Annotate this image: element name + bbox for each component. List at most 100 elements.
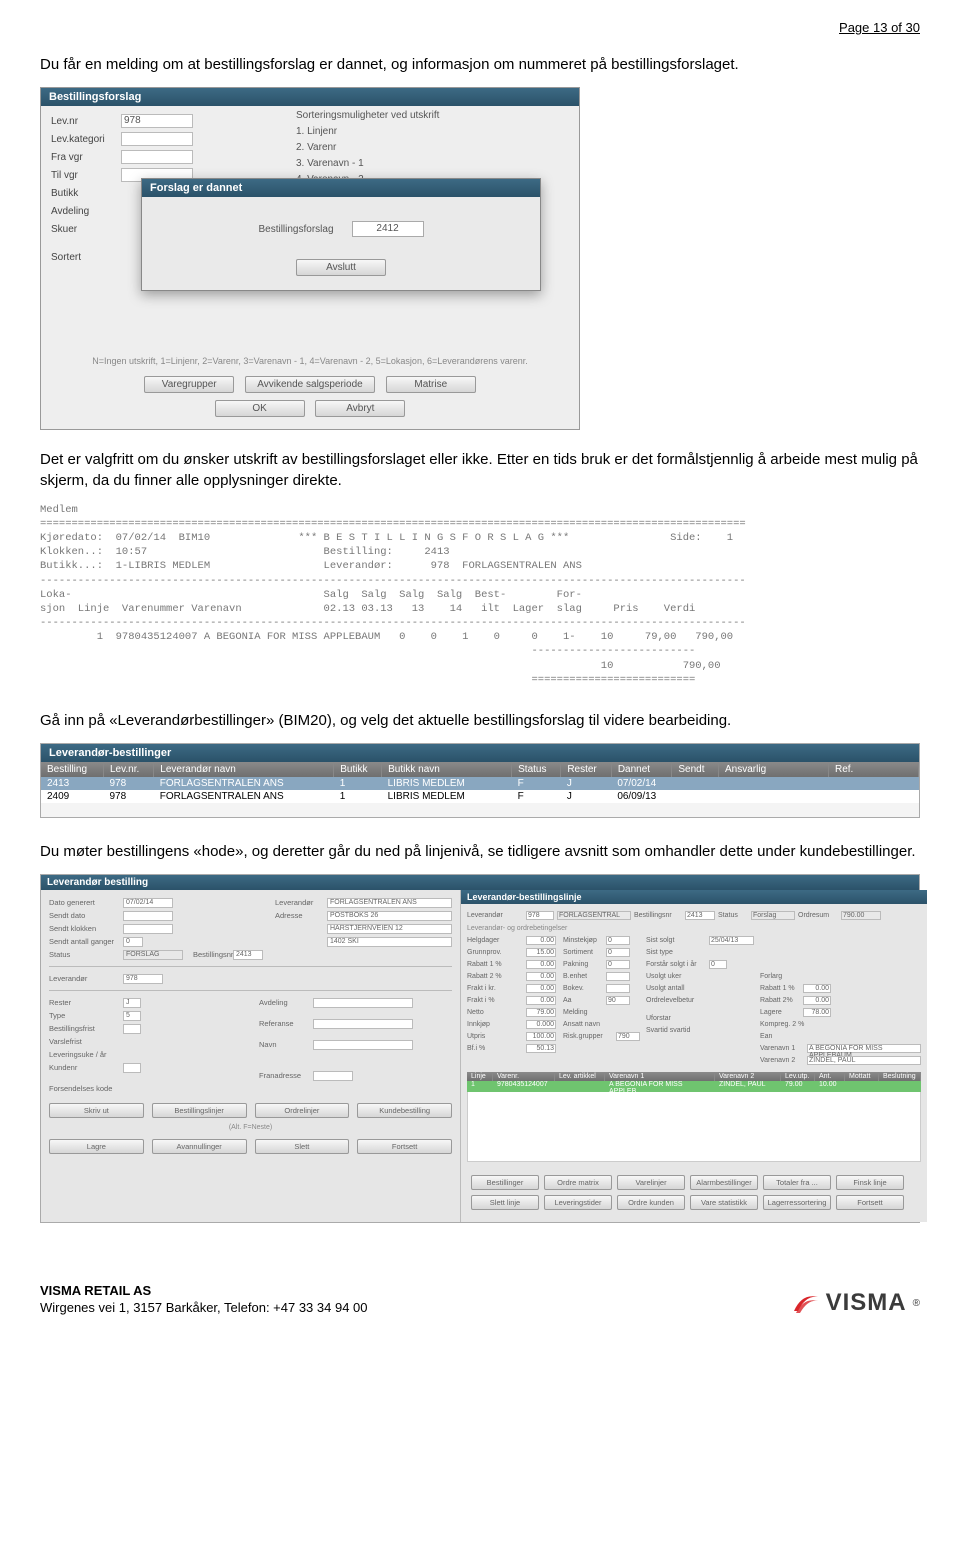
slett-linje-button[interactable]: Slett linje [471,1195,539,1210]
field-type[interactable]: 5 [123,1011,141,1021]
col-levnavn[interactable]: Leverandør navn [154,762,334,777]
finsk-button[interactable]: Finsk linje [836,1175,904,1190]
cell: 06/09/13 [611,790,672,803]
input-levnr[interactable]: 978 [121,114,193,128]
field[interactable]: 0 [606,960,630,969]
varegrupper-button[interactable]: Varegrupper [144,376,234,393]
field-best[interactable]: 2413 [233,950,263,960]
ok-button[interactable]: OK [215,400,305,417]
lines-row[interactable]: 1 9780435124007 A BEGONIA FOR MISS APPLE… [467,1081,921,1092]
field[interactable]: 0.00 [803,996,831,1005]
av-button[interactable]: Avannullinger [152,1139,247,1154]
ordre-matrix-button[interactable]: Ordre matrix [544,1175,612,1190]
avbryt-button[interactable]: Avbryt [315,400,405,417]
col[interactable]: Lev. artikkel [555,1072,605,1081]
col-levnr[interactable]: Lev.nr. [103,762,153,777]
alarm-button[interactable]: Alarmbestillinger [690,1175,758,1190]
col-sendt[interactable]: Sendt [672,762,719,777]
col[interactable]: Lev.utp. [781,1072,815,1081]
lagre-button[interactable]: Lagre [49,1139,144,1154]
field[interactable]: 79.00 [526,1008,556,1017]
field-sendt[interactable] [123,911,173,921]
bestillinger-button[interactable]: Bestillinger [471,1175,539,1190]
field[interactable]: 0.000 [526,1020,556,1029]
field[interactable]: 0 [606,948,630,957]
col-status[interactable]: Status [512,762,561,777]
field[interactable]: 90 [606,996,630,1005]
fortsett-left-button[interactable]: Fortsett [357,1139,452,1154]
field-rester[interactable]: J [123,998,141,1008]
col[interactable]: Varenavn 1 [605,1072,715,1081]
field-levnavn[interactable]: FORLAGSENTRALEN ANS [327,898,452,908]
matrise-button[interactable]: Matrise [386,376,476,393]
avslutt-button[interactable]: Avslutt [296,259,386,276]
field[interactable]: 0 [606,936,630,945]
field-sendtkl[interactable] [123,924,173,934]
field-dato[interactable]: 07/02/14 [123,898,173,908]
bestlinje-button[interactable]: Bestillingslinjer [152,1103,247,1118]
col-ansvarlig[interactable]: Ansvarlig [719,762,829,777]
col[interactable]: Mottatt [845,1072,879,1081]
field-adr1[interactable]: POSTBOKS 26 [327,911,452,921]
field[interactable]: 2413 [685,911,715,920]
field[interactable]: 78.00 [803,1008,831,1017]
col-rester[interactable]: Rester [561,762,612,777]
field[interactable]: 790 [616,1032,640,1041]
leveringstider-button[interactable]: Leveringstider [544,1195,612,1210]
field[interactable]: 0.00 [526,936,556,945]
slett-button[interactable]: Slett [255,1139,350,1154]
field[interactable]: A BEGONIA FOR MISS APPLEBAUM [807,1044,921,1053]
ordre-kunden-button[interactable]: Ordre kunden [617,1195,685,1210]
input-levkat[interactable] [121,132,193,146]
table-row[interactable]: 2413 978 FORLAGSENTRALEN ANS 1 LIBRIS ME… [41,777,919,790]
col[interactable]: Beslutning [879,1072,921,1081]
field-navn[interactable] [313,1040,413,1050]
field[interactable]: 0.00 [526,996,556,1005]
field[interactable]: 978 [526,911,554,920]
input-fravgr[interactable] [121,150,193,164]
kunde-button[interactable]: Kundebestilling [357,1103,452,1118]
field-kunnr[interactable] [123,1063,141,1073]
field-post[interactable]: 1402 SKI [327,937,452,947]
col-dannet[interactable]: Dannet [611,762,672,777]
varelinjer-button[interactable]: Varelinjer [617,1175,685,1190]
modal-value[interactable]: 2412 [352,221,424,237]
ordrelinje-button[interactable]: Ordrelinjer [255,1103,350,1118]
label: Usolgt uker [646,973,706,980]
table-row[interactable]: 2409 978 FORLAGSENTRALEN ANS 1 LIBRIS ME… [41,790,919,803]
field[interactable]: 0.00 [526,960,556,969]
field-franadr[interactable] [313,1071,353,1081]
field[interactable] [606,972,630,981]
avvikende-button[interactable]: Avvikende salgsperiode [245,376,375,393]
col[interactable]: Varenr. [493,1072,555,1081]
field-avd[interactable] [313,998,413,1008]
field[interactable]: ZINDEL, PAUL [807,1056,921,1065]
field[interactable]: 0.00 [803,984,831,993]
fortsett-right-button[interactable]: Fortsett [836,1195,904,1210]
lagerressortering-button[interactable]: Lagerressortering [763,1195,831,1210]
field-levnr[interactable]: 978 [123,974,163,984]
field[interactable]: 25/04/13 [709,936,754,945]
field[interactable]: 0.00 [526,972,556,981]
col[interactable]: Varenavn 2 [715,1072,781,1081]
col-ref[interactable]: Ref. [829,762,919,777]
vare-statistikk-button[interactable]: Vare statistikk [690,1195,758,1210]
field[interactable]: 15.00 [526,948,556,957]
field[interactable]: 0 [709,960,727,969]
field-sendtant[interactable]: 0 [123,937,143,947]
totaler-button[interactable]: Totaler fra ... [763,1175,831,1190]
col-butikknavn[interactable]: Butikk navn [382,762,512,777]
field[interactable]: 0.00 [526,984,556,993]
field[interactable]: 100.00 [526,1032,556,1041]
col-bestilling[interactable]: Bestilling [41,762,103,777]
field-ref[interactable] [313,1019,413,1029]
field-adr2[interactable]: HARSTJERNVEIEN 12 [327,924,452,934]
col[interactable]: Ant. [815,1072,845,1081]
modal-label: Bestillingsforslag [258,224,333,235]
skrivut-button[interactable]: Skriv ut [49,1103,144,1118]
field[interactable] [606,984,630,993]
field[interactable]: 50.13 [526,1044,556,1053]
field-bestfrist[interactable] [123,1024,141,1034]
col[interactable]: Linje [467,1072,493,1081]
col-butikk[interactable]: Butikk [334,762,382,777]
